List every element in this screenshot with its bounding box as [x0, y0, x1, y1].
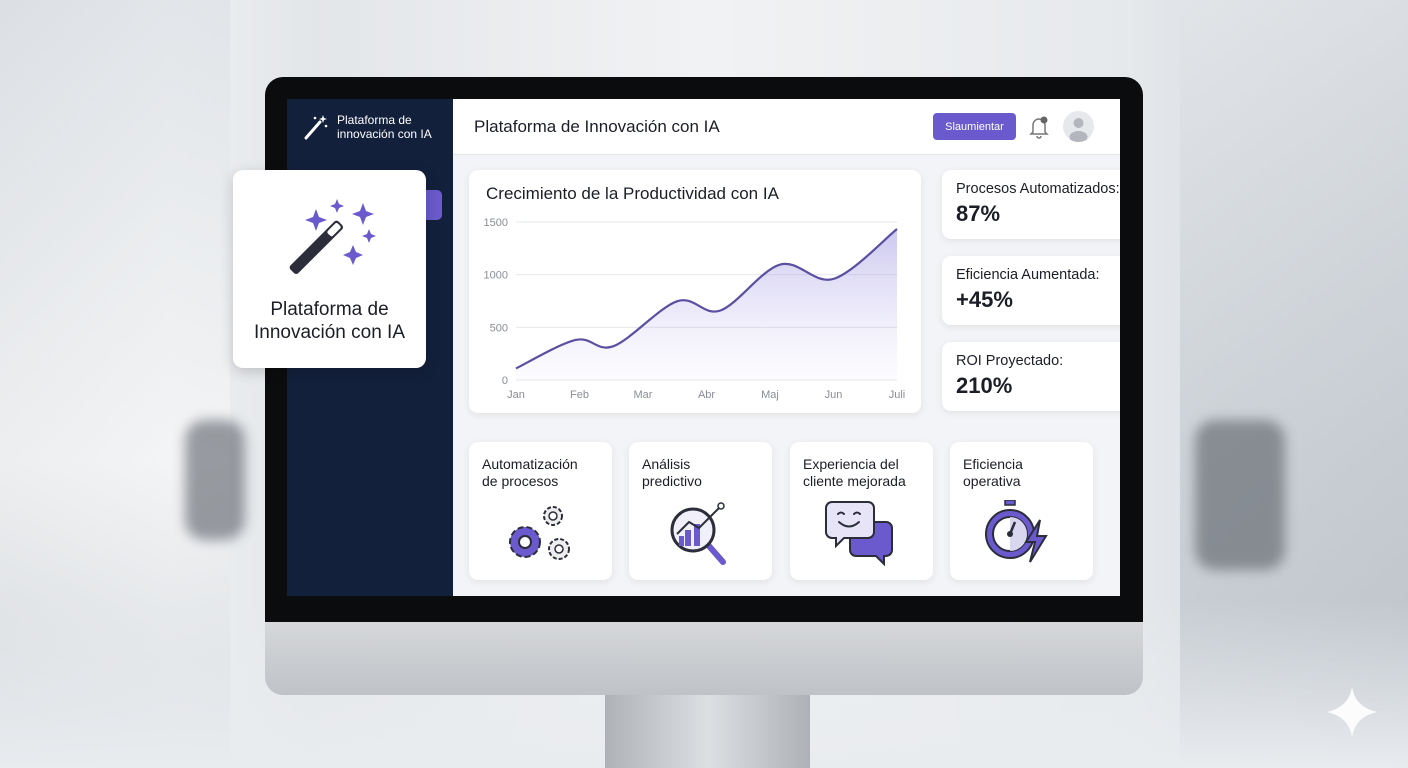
- y-tick-label: 1500: [484, 217, 508, 229]
- y-tick-label: 1000: [484, 270, 508, 282]
- feature-title: Automatización de procesos: [482, 456, 578, 489]
- gears-icon: [509, 506, 570, 560]
- magic-wand-icon: [304, 115, 328, 140]
- feature-card-automation[interactable]: Automatización de procesos: [469, 442, 612, 580]
- stat-card-roi: ROI Proyectado: 210%: [942, 342, 1120, 411]
- productivity-chart: 0 500 1000 1500 Jan Feb Mar Abr Maj Jun Juli: [484, 217, 906, 401]
- header: Plataforma de Innovación con IA Slaumien…: [453, 99, 1120, 155]
- feature-card-predictive[interactable]: Análisis predictivo: [629, 442, 772, 580]
- chart-card: Crecimiento de la Productividad con IA 0…: [469, 170, 921, 413]
- sidebar-active-item[interactable]: [426, 190, 442, 220]
- chat-bubbles-icon: [825, 501, 893, 567]
- bell-icon[interactable]: [1028, 115, 1050, 139]
- sparkle-icon: [1327, 687, 1377, 737]
- stat-value: 87%: [956, 201, 1001, 226]
- feature-card-customer[interactable]: Experiencia del cliente mejorada: [790, 442, 933, 580]
- stat-label: Procesos Automatizados:: [956, 181, 1120, 197]
- stopwatch-lightning-icon: [985, 500, 1048, 563]
- magic-wand-icon: [289, 199, 376, 275]
- sidebar-brand-label: Plataforma de innovación con IA: [337, 113, 432, 141]
- feature-card-efficiency[interactable]: Eficiencia operativa: [950, 442, 1093, 580]
- stat-card-processes: Procesos Automatizados: 87%: [942, 170, 1120, 239]
- monitor-chin: [265, 618, 1143, 695]
- feature-title: Eficiencia operativa: [963, 456, 1023, 489]
- x-tick-label: Feb: [570, 389, 589, 401]
- header-action-button[interactable]: Slaumientar: [933, 113, 1016, 140]
- magnifier-chart-icon: [670, 502, 726, 565]
- background-chair: [1195, 420, 1285, 570]
- floating-brand-card: Plataforma de Innovación con IA: [233, 170, 426, 368]
- stat-label: ROI Proyectado:: [956, 353, 1064, 369]
- background-chair: [185, 420, 245, 540]
- user-icon: [1069, 118, 1088, 142]
- avatar[interactable]: [1063, 111, 1094, 142]
- x-tick-label: Juli: [889, 389, 906, 401]
- series-area: [516, 228, 897, 380]
- x-tick-label: Jun: [825, 389, 843, 401]
- floating-card-title: Plataforma de Innovación con IA: [253, 299, 406, 343]
- stat-value: +45%: [956, 287, 1013, 312]
- y-tick-label: 0: [502, 375, 508, 387]
- y-tick-label: 500: [490, 322, 508, 334]
- x-tick-label: Mar: [634, 389, 653, 401]
- chart-title: Crecimiento de la Productividad con IA: [486, 184, 779, 203]
- x-tick-label: Jan: [507, 389, 525, 401]
- x-tick-label: Abr: [698, 389, 715, 401]
- page-title: Plataforma de Innovación con IA: [474, 117, 720, 136]
- feature-title: Experiencia del cliente mejorada: [803, 456, 906, 489]
- feature-title: Análisis predictivo: [642, 456, 702, 489]
- stat-label: Eficiencia Aumentada:: [956, 267, 1100, 283]
- stat-card-efficiency: Eficiencia Aumentada: +45%: [942, 256, 1120, 325]
- monitor-stand: [605, 695, 810, 768]
- sidebar-brand[interactable]: Plataforma de innovación con IA: [303, 113, 447, 141]
- stat-value: 210%: [956, 373, 1013, 398]
- x-tick-label: Maj: [761, 389, 779, 401]
